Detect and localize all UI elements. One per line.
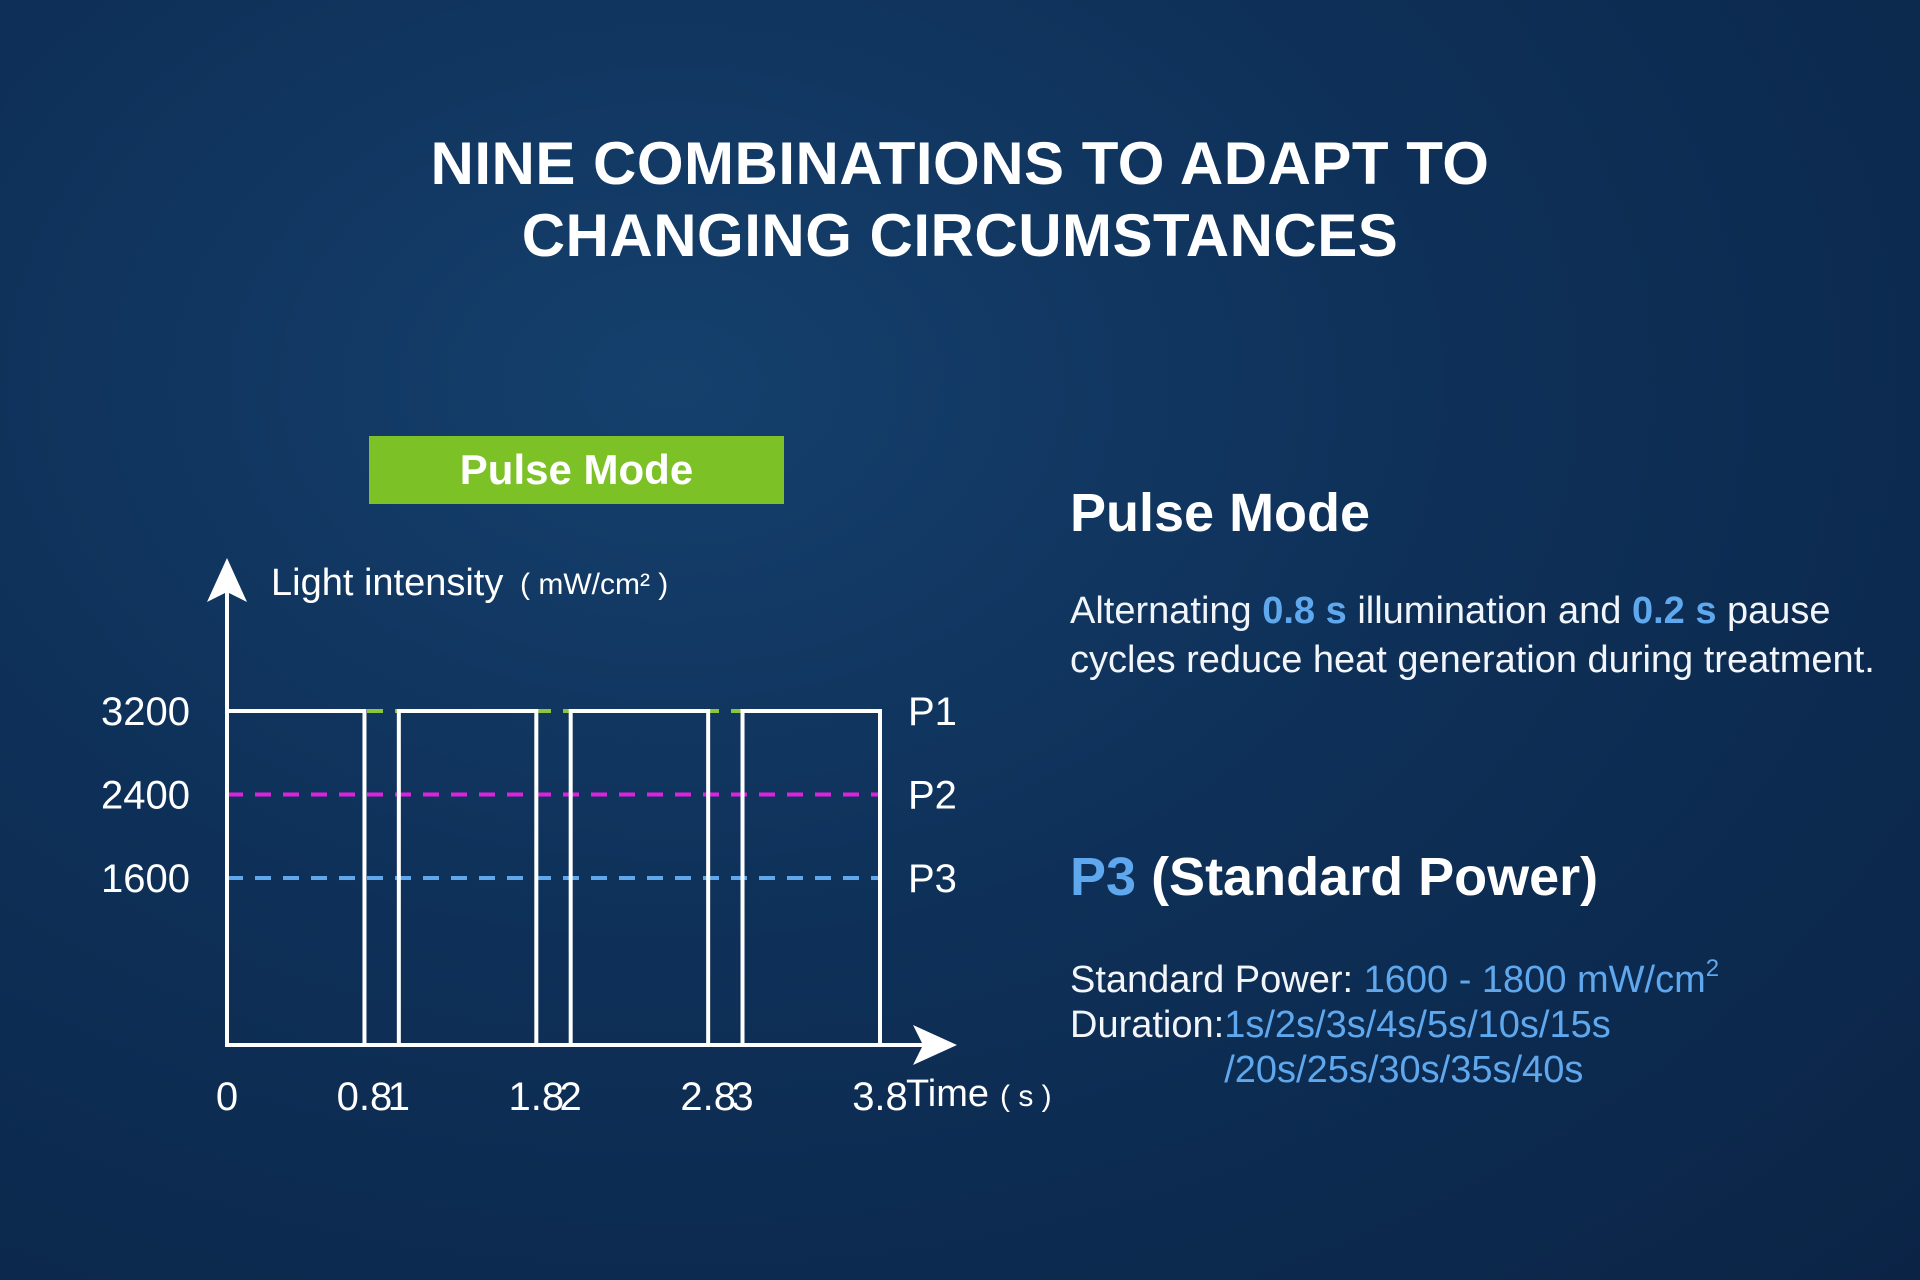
power-value-text: 1600 - 1800 mW/cm bbox=[1363, 959, 1706, 1001]
y-axis-arrow bbox=[207, 558, 247, 602]
p3-heading: P3 (Standard Power) bbox=[1070, 846, 1910, 908]
y-tick-labels: 3200 2400 1600 bbox=[101, 690, 190, 901]
x-tick-labels: 0 0.81 1.82 2.83 3.8 bbox=[216, 1075, 908, 1119]
p3-title: (Standard Power) bbox=[1136, 847, 1599, 907]
x-tick-3: 3 bbox=[731, 1075, 753, 1119]
duration-row: Duration: 1s/2s/3s/4s/5s/10s/15s /20s/25… bbox=[1070, 1003, 1910, 1093]
x-tick-1: 1 bbox=[388, 1075, 410, 1119]
level-label-p3: P3 bbox=[908, 857, 957, 901]
duration-values-line-1: 1s/2s/3s/4s/5s/10s/15s bbox=[1224, 1004, 1611, 1046]
title-line-1: NINE COMBINATIONS TO ADAPT TO bbox=[430, 130, 1490, 197]
x-axis-unit: ( s ) bbox=[1000, 1080, 1052, 1113]
y-axis-label: Light intensity bbox=[271, 562, 503, 604]
pulse-3 bbox=[568, 709, 711, 1045]
axes: Light intensity ( mW/cm² ) Time ( s ) bbox=[207, 558, 1052, 1115]
level-label-p1: P1 bbox=[908, 690, 957, 734]
level-label-p2: P2 bbox=[908, 774, 957, 818]
pulse-2 bbox=[396, 709, 539, 1045]
pause-duration: 0.2 s bbox=[1631, 590, 1717, 632]
x-axis-label: Time bbox=[906, 1073, 989, 1115]
duration-label: Duration: bbox=[1070, 1004, 1225, 1046]
power-row: Standard Power: 1600 - 1800 mW/cm2 bbox=[1070, 957, 1910, 1003]
power-unit-exponent: 2 bbox=[1705, 955, 1720, 982]
y-axis-unit: ( mW/cm² ) bbox=[520, 568, 668, 601]
level-labels: P1 P2 P3 bbox=[908, 690, 957, 901]
level-lines bbox=[227, 709, 880, 880]
desc-text-3: pause cycles reduce heat generation duri… bbox=[1070, 590, 1875, 681]
desc-text-2: illumination and bbox=[1346, 590, 1632, 632]
power-value: 1600 - 1800 mW/cm2 bbox=[1363, 957, 1720, 1002]
duration-values: 1s/2s/3s/4s/5s/10s/15s /20s/25s/30s/35s/… bbox=[1224, 1003, 1611, 1093]
mode-heading: Pulse Mode bbox=[1070, 483, 1371, 543]
x-axis-arrow bbox=[913, 1025, 957, 1065]
x-tick-0.8: 0.8 bbox=[337, 1075, 393, 1119]
x-tick-2.8: 2.8 bbox=[680, 1075, 736, 1119]
power-label: Standard Power: bbox=[1070, 959, 1364, 1001]
p3-specs: Standard Power: 1600 - 1800 mW/cm2 Durat… bbox=[1070, 957, 1910, 1093]
x-tick-0: 0 bbox=[216, 1075, 238, 1119]
p3-label: P3 bbox=[1070, 847, 1137, 907]
x-tick-3.8: 3.8 bbox=[852, 1075, 908, 1119]
y-tick-1600: 1600 bbox=[101, 857, 190, 901]
mode-description-text: Alternating 0.8 s illumination and 0.2 s… bbox=[1070, 587, 1900, 685]
title-line-2: CHANGING CIRCUMSTANCES bbox=[521, 202, 1399, 269]
desc-text-1: Alternating bbox=[1070, 590, 1263, 632]
p3-section: P3 (Standard Power) bbox=[1070, 846, 1910, 908]
y-tick-3200: 3200 bbox=[101, 690, 190, 734]
duration-values-line-2: /20s/25s/30s/35s/40s bbox=[1224, 1049, 1584, 1091]
chart-title-badge: Pulse Mode bbox=[369, 436, 784, 504]
mode-description: Alternating 0.8 s illumination and 0.2 s… bbox=[1070, 587, 1900, 685]
x-tick-2: 2 bbox=[560, 1075, 582, 1119]
x-tick-1.8: 1.8 bbox=[509, 1075, 565, 1119]
mode-panel: Pulse Mode bbox=[1070, 482, 1910, 544]
pulse-4 bbox=[740, 709, 882, 1045]
on-duration: 0.8 s bbox=[1262, 590, 1347, 632]
page-title: NINE COMBINATIONS TO ADAPT TO CHANGING C… bbox=[0, 128, 1920, 272]
y-tick-2400: 2400 bbox=[101, 774, 190, 818]
